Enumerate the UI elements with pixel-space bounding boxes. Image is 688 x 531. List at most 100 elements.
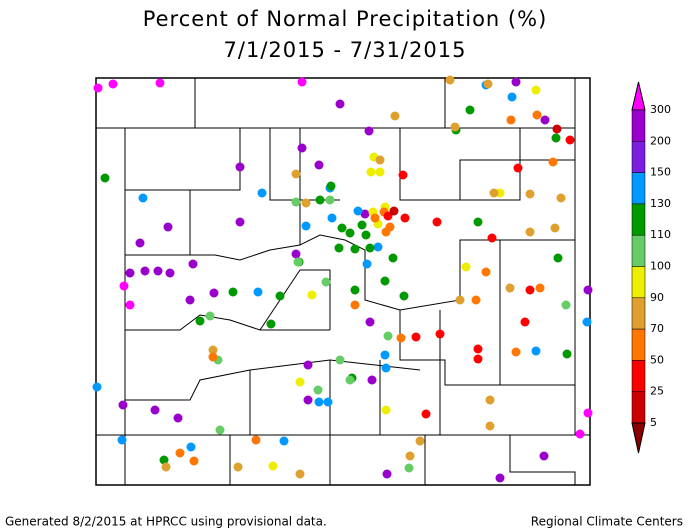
station-dot: [381, 405, 391, 415]
station-dot: [92, 382, 102, 392]
station-dot: [375, 167, 385, 177]
title: Percent of Normal Precipitation (%): [143, 7, 548, 31]
station-dot: [471, 295, 481, 305]
station-dot: [165, 268, 175, 278]
station-dot: [350, 285, 360, 295]
station-dot: [186, 442, 196, 452]
station-dot: [485, 395, 495, 405]
station-dot: [327, 213, 337, 223]
station-dot: [337, 223, 347, 233]
station-dot: [583, 285, 593, 295]
station-dot: [93, 83, 103, 93]
station-dot: [135, 238, 145, 248]
station-dot: [400, 213, 410, 223]
station-dot: [345, 375, 355, 385]
station-dot: [396, 333, 406, 343]
station-dot: [108, 79, 118, 89]
station-dot: [550, 223, 560, 233]
station-dot: [251, 435, 261, 445]
county-line: [299, 128, 366, 270]
station-dot: [525, 285, 535, 295]
station-dot: [291, 197, 301, 207]
station-dot: [235, 162, 245, 172]
station-dot: [188, 259, 198, 269]
station-dot: [314, 160, 324, 170]
legend-arrow: [631, 81, 646, 111]
county-line: [125, 128, 241, 191]
station-dot: [525, 189, 535, 199]
station-dot: [582, 317, 592, 327]
station-dot: [473, 354, 483, 364]
station-dot: [163, 222, 173, 232]
station-dot: [140, 266, 150, 276]
station-dot: [293, 257, 303, 267]
station-dot: [525, 227, 535, 237]
station-dot: [483, 79, 493, 89]
county-line: [125, 244, 301, 261]
station-dot: [465, 105, 475, 115]
station-dot: [404, 463, 414, 473]
station-dot: [301, 221, 311, 231]
station-dot: [380, 350, 390, 360]
county-line: [364, 239, 575, 311]
station-dot: [390, 111, 400, 121]
station-dot: [173, 413, 183, 423]
station-dot: [175, 448, 185, 458]
legend-swatch: [631, 234, 646, 267]
station-dot: [208, 352, 218, 362]
station-dot: [539, 451, 549, 461]
station-dot: [350, 300, 360, 310]
station-dot: [125, 268, 135, 278]
station-dot: [445, 75, 455, 85]
station-dot: [325, 195, 335, 205]
county-line: [125, 359, 421, 401]
station-dot: [455, 295, 465, 305]
legend-label: 200: [650, 134, 671, 147]
station-dot: [362, 259, 372, 269]
station-dot: [505, 283, 515, 293]
station-dot: [399, 291, 409, 301]
legend-label: 90: [650, 291, 664, 304]
station-dot: [531, 346, 541, 356]
station-dot: [159, 455, 169, 465]
station-dot: [326, 181, 336, 191]
station-dot: [531, 85, 541, 95]
station-dot: [461, 262, 471, 272]
footer-left: Generated 8/2/2015 at HPRCC using provis…: [5, 515, 327, 529]
station-dot: [350, 244, 360, 254]
station-dot: [551, 133, 561, 143]
station-dot: [370, 213, 380, 223]
station-dot: [295, 469, 305, 479]
station-dot: [161, 462, 171, 472]
station-dot: [511, 347, 521, 357]
station-dot: [520, 317, 530, 327]
station-dot: [215, 425, 225, 435]
legend-label: 25: [650, 385, 664, 398]
station-dot: [398, 170, 408, 180]
station-dot: [314, 397, 324, 407]
station-dot: [415, 436, 425, 446]
station-dot: [323, 397, 333, 407]
station-dot: [583, 408, 593, 418]
station-dot: [185, 295, 195, 305]
legend-label: 50: [650, 353, 664, 366]
station-dot: [380, 276, 390, 286]
station-dot: [405, 451, 415, 461]
station-dot: [473, 344, 483, 354]
station-dot: [411, 332, 421, 342]
legend-swatch: [631, 391, 646, 424]
station-dot: [495, 473, 505, 483]
station-dot: [507, 92, 517, 102]
station-dot: [487, 233, 497, 243]
station-dot: [485, 421, 495, 431]
station-dot: [117, 435, 127, 445]
station-dot: [366, 167, 376, 177]
footer-right: Regional Climate Centers: [531, 515, 683, 529]
station-dot: [291, 249, 301, 259]
station-dot: [375, 155, 385, 165]
station-dot: [334, 243, 344, 253]
legend-label: 70: [650, 322, 664, 335]
station-dot: [565, 135, 575, 145]
station-dot: [335, 355, 345, 365]
